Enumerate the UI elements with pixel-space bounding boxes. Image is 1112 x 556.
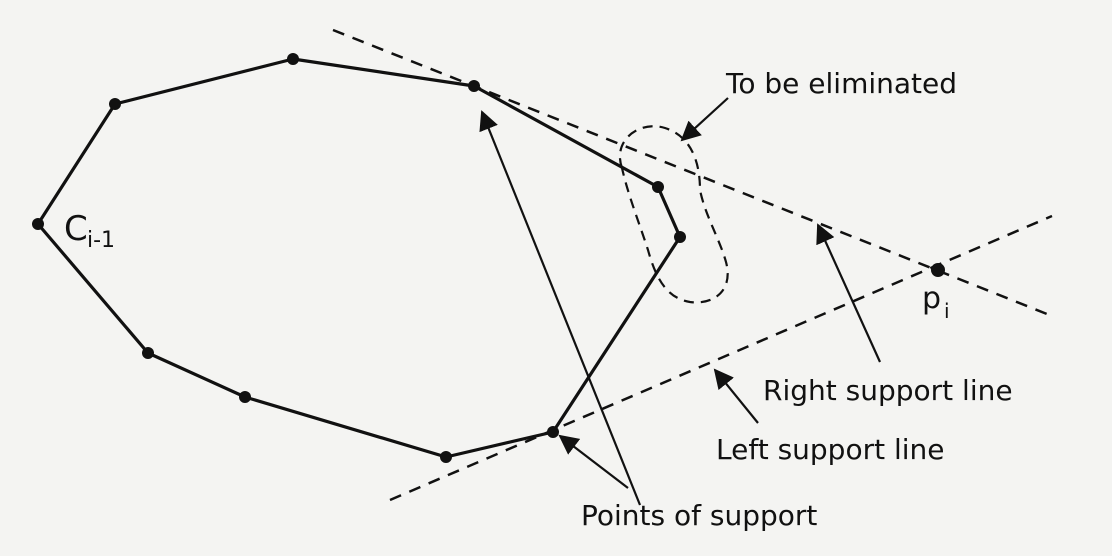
left-support-arrow [713, 368, 759, 424]
right-support-line [332, 28, 1053, 318]
label-points-of-support: Points of support [581, 499, 817, 532]
top-support-point [468, 80, 480, 92]
right-support-arrow [816, 223, 882, 363]
hull-vertex [287, 53, 299, 65]
support-connector-line [479, 110, 642, 506]
hull-vertex [109, 98, 121, 110]
left-support-line [389, 214, 1053, 502]
vertex-c-i-1 [32, 218, 44, 230]
label-p: p [922, 281, 941, 316]
hull-vertex [440, 451, 452, 463]
label-right-support-line: Right support line [763, 374, 1013, 407]
elimination-region [618, 125, 729, 304]
label-left-support-line: Left support line [716, 433, 945, 466]
hull-vertex [142, 347, 154, 359]
label-to-be-eliminated: To be eliminated [725, 67, 957, 100]
bottom-support-point [547, 426, 559, 438]
label-c: C [64, 209, 88, 249]
points-of-support-arrow [558, 434, 629, 489]
hull-vertices [32, 53, 686, 463]
hull-polygon [36, 57, 682, 459]
label-p-subscript: i [944, 299, 950, 323]
new-point-p-i [931, 263, 945, 277]
hull-vertex [239, 391, 251, 403]
to-be-eliminated-arrow [680, 97, 729, 142]
eliminated-vertex [674, 231, 686, 243]
label-c-subscript: i-1 [87, 228, 115, 253]
eliminated-vertex [652, 181, 664, 193]
